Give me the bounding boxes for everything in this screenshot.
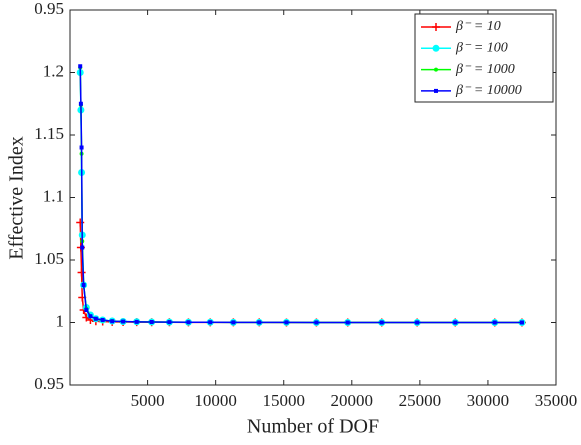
x-tick-label: 25000 [399,391,442,410]
marker [76,218,85,227]
x-tick-label: 30000 [467,391,510,410]
marker [345,320,350,325]
marker [208,320,213,325]
x-tick-label: 35000 [535,391,578,410]
x-tick-label: 5000 [131,391,165,410]
marker [284,320,289,325]
marker [93,316,98,321]
marker [186,320,191,325]
legend: β⁻ = 10 β⁻ = 100 β⁻ = 1000 β⁻ = 10000 [414,13,554,103]
legend-marker [434,67,438,72]
marker [314,320,319,325]
y-tick-label: 0.95 [34,374,64,393]
marker [78,101,83,106]
series [78,64,524,325]
marker [492,320,497,325]
marker [453,320,458,325]
marker [77,268,86,277]
x-tick-label: 20000 [331,391,374,410]
x-tick-label: 10000 [194,391,237,410]
legend-marker [432,23,440,31]
y-axis-label: Effective Index [6,136,28,259]
marker [167,320,172,325]
marker [379,320,384,325]
legend-marker [432,44,440,52]
marker [80,245,85,250]
x-axis-label: Number of DOF [247,416,379,438]
legend-box [414,13,554,103]
marker [78,64,83,69]
marker [110,319,115,324]
y-tick-label: 1.1 [43,186,64,205]
legend-label: β⁻ = 1000 [455,62,515,77]
marker [149,320,154,324]
marker [134,319,139,324]
legend-label: β⁻ = 10000 [455,83,522,98]
marker [81,283,86,287]
y-tick-label: 1.2 [43,61,64,80]
marker [415,320,420,325]
marker [100,318,105,322]
y-tick-label: 0.95 [34,0,64,18]
marker [88,314,93,319]
marker [121,319,126,324]
y-tick-label: 1.05 [34,249,64,268]
x-tick-label: 15000 [262,391,305,410]
legend-label: β⁻ = 100 [455,41,508,56]
legend-label: β⁻ = 10 [455,19,501,34]
marker [257,320,262,325]
y-tick-label: 1 [56,311,65,330]
y-tick-label: 1.15 [34,124,64,143]
marker [79,145,84,150]
marker [519,320,524,325]
marker [231,320,236,325]
marker [84,308,89,312]
line [79,66,522,324]
legend-marker [434,88,438,93]
